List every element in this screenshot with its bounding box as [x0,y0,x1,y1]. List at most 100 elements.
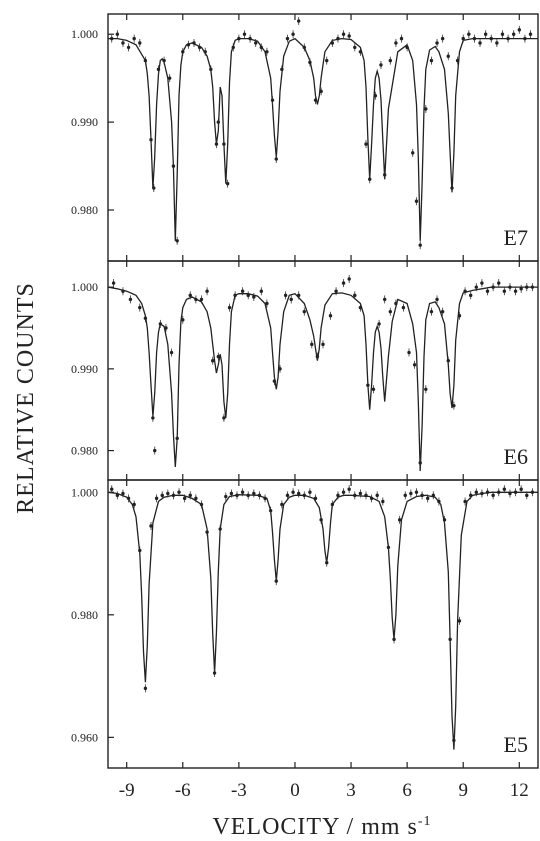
panel-e5-data-point [491,493,495,498]
panel-e7-data-point [429,58,434,63]
panel-e5-y-tick-label: 0.980 [71,608,98,622]
panel-e6-data-point [446,358,450,363]
panel-e5-data-point [347,487,351,491]
panel-e7-data-point [467,32,471,36]
panel-e5-y-tick-label: 1.000 [71,485,98,499]
panel-e6-data-point [497,281,501,285]
panel-e6-data-point [502,289,507,293]
panel-e7-data-point [506,36,510,41]
panel-e6-data-point [222,416,226,420]
panel-e5-frame [107,479,539,769]
panel-e7-data-point [440,36,445,41]
panel-e7-data-point [495,41,499,45]
panel-e5-data-point [386,545,391,550]
panel-e7-data-point [405,45,409,50]
panel-e5-data-point [205,530,209,534]
panel-e6-data-point [205,289,209,293]
panel-e7-data-point [325,58,329,63]
panel-e5-data-point [325,561,329,565]
panel-e7-data-point [308,60,312,65]
panel-e6-data-point [519,287,523,291]
panel-e6-data-point [474,285,479,289]
panel-e6-data-point [468,293,473,298]
panel-e5-data-point [431,493,436,498]
panel-e6: 1.000 0.990 0.980 E6 [71,260,539,481]
panel-e5-data-point [525,493,529,498]
panel-e5-data-point [263,496,267,501]
panel-e7-data-point [330,41,335,45]
panel-e7-data-point [450,186,454,190]
panel-e6-data-point [233,293,237,298]
panel-e6-data-point [530,285,535,289]
panel-e7-data-point [446,54,450,58]
panel-e7-data-point [435,41,439,45]
panel-e5-data-point [246,493,250,498]
x-tick-label: -6 [175,780,191,801]
x-axis: -9 -6 -3 0 3 6 9 12 [119,780,529,801]
panel-e7-data-point [216,120,221,124]
panel-e6-data-point [485,289,490,293]
panel-e7-data-point [472,36,477,41]
panel-e7-data-point [274,157,278,161]
panel-e6-data-point [153,448,157,453]
panel-e7-data-point [418,243,422,247]
panel-e6-data-point [265,301,269,306]
panel-e6-data-point [310,342,314,347]
panel-e7-data-point [347,34,351,38]
panel-e6-data-point [321,342,325,347]
panel-e6-data-point [240,289,245,293]
panel-e6-data-point [169,350,174,355]
panel-e7-data-point [231,45,235,50]
panel-e7-data-point [358,50,363,54]
panel-e6-data-point [388,309,393,314]
panel-e7-data-point [523,36,527,41]
panel-e5-data-point [319,518,323,522]
panel-e6-data-point [175,436,179,441]
panel-e5-data-point [364,493,368,498]
panel-e6-frame [107,260,539,481]
panel-e5-data-point [452,738,456,743]
panel-e5-data-point [285,493,290,498]
panel-e5-data-point [425,496,430,501]
panel-e7-data-point [414,199,419,203]
panel-e5-data-point [409,491,413,496]
panel-e6-data-point [440,309,445,314]
panel-e7-data-point [162,58,166,63]
panel-e5-data-point [274,579,278,583]
panel-e6-data-point [315,354,320,359]
panel-e7-data-point [319,89,323,94]
panel-e7-data-point [167,76,172,80]
panel-e5-data-point [138,548,142,553]
panel-e5-data-point [149,524,153,528]
x-tick-label: 12 [510,780,529,801]
panel-e7-data-point [411,151,415,155]
panel-e6-data-point [143,316,148,320]
panel-e7-data-point [517,28,522,32]
panel-e7-data-point [237,36,241,41]
panel-e5-label: E5 [504,732,528,757]
panel-e5-data-point [268,508,273,513]
panel-e5-data-point [420,493,424,498]
panel-e6-data-point [128,297,133,302]
panel-e7-data-point [171,164,176,168]
panel-e7-data-point [203,50,207,54]
panel-e7-data-point [209,67,213,72]
panel-e7-data-point [270,98,275,102]
panel-e7-data-point [265,50,269,54]
panel-e7-data-point [280,67,284,72]
panel-e7-data-point [313,98,318,102]
panel-e6-data-point [259,289,264,293]
panel-e6-data-point [181,318,185,322]
panel-e5: 1.000 0.980 0.960 E5 [71,479,539,769]
panel-e5-data-point [188,493,192,498]
panel-e7-data-point [296,19,301,23]
panel-e6-data-point [452,403,456,408]
x-axis-title: VELOCITY / mm s-1 [212,814,431,840]
panel-e6-data-point [382,297,387,302]
panel-e6-fit-line [107,286,538,472]
panel-e7-data-point [121,41,125,45]
panel-e7-data-point [156,67,161,72]
panel-e6-data-point [302,309,307,314]
panel-e5-data-point [126,496,131,501]
